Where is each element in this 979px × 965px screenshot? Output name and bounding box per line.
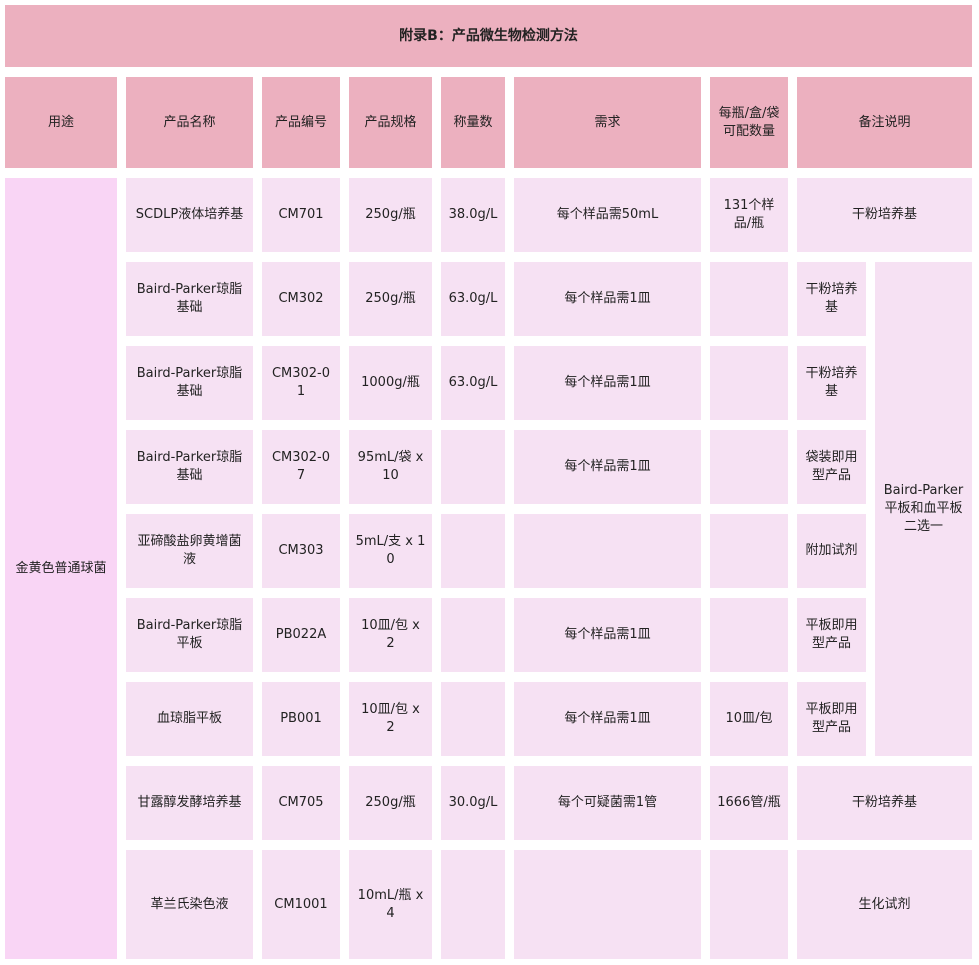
remark-cell: 生化试剂 <box>797 850 972 959</box>
product-name-cell: 亚碲酸盐卵黄增菌液 <box>126 514 253 588</box>
quantity-cell <box>710 850 788 959</box>
product-name-cell: Baird-Parker琼脂基础 <box>126 430 253 504</box>
quantity-cell: 10皿/包 <box>710 682 788 756</box>
quantity-cell <box>710 430 788 504</box>
remark-cell: 干粉培养基 <box>797 766 972 840</box>
quantity-cell <box>710 598 788 672</box>
product-code-cell: CM705 <box>262 766 340 840</box>
spec-cell: 10皿/包 x 2 <box>349 598 432 672</box>
product-name-cell: Baird-Parker琼脂平板 <box>126 598 253 672</box>
header-remark: 备注说明 <box>797 77 972 168</box>
spec-cell: 250g/瓶 <box>349 766 432 840</box>
header-product-code: 产品编号 <box>262 77 340 168</box>
weight-cell <box>441 598 505 672</box>
product-code-cell: CM303 <box>262 514 340 588</box>
demand-cell: 每个可疑菌需1管 <box>514 766 701 840</box>
use-cell: 金黄色普通球菌 <box>5 178 117 959</box>
quantity-cell <box>710 262 788 336</box>
weight-cell <box>441 850 505 959</box>
product-code-cell: CM302-01 <box>262 346 340 420</box>
sub-remark-cell: 附加试剂 <box>797 514 866 588</box>
sub-remark-cell: 干粉培养基 <box>797 262 866 336</box>
product-name-cell: SCDLP液体培养基 <box>126 178 253 252</box>
sub-remark-cell: 平板即用型产品 <box>797 682 866 756</box>
product-code-cell: PB022A <box>262 598 340 672</box>
product-code-cell: PB001 <box>262 682 340 756</box>
demand-cell: 每个样品需1皿 <box>514 682 701 756</box>
product-name-cell: 甘露醇发酵培养基 <box>126 766 253 840</box>
quantity-cell <box>710 514 788 588</box>
weight-cell: 63.0g/L <box>441 262 505 336</box>
demand-cell <box>514 850 701 959</box>
product-code-cell: CM302 <box>262 262 340 336</box>
demand-cell <box>514 514 701 588</box>
sub-remark-cell: 干粉培养基 <box>797 346 866 420</box>
spec-cell: 5mL/支 x 10 <box>349 514 432 588</box>
product-table: 附录B：产品微生物检测方法 用途 产品名称 产品编号 产品规格 称量数 需求 每瓶/盒/袋可… <box>5 5 972 959</box>
demand-cell: 每个样品需1皿 <box>514 430 701 504</box>
weight-cell <box>441 682 505 756</box>
sub-remark-cell: 平板即用型产品 <box>797 598 866 672</box>
product-code-cell: CM1001 <box>262 850 340 959</box>
spec-cell: 1000g/瓶 <box>349 346 432 420</box>
header-quantity: 每瓶/盒/袋可配数量 <box>710 77 788 168</box>
remark-cell: 干粉培养基 <box>797 178 972 252</box>
header-weight: 称量数 <box>441 77 505 168</box>
header-spec: 产品规格 <box>349 77 432 168</box>
table-title: 附录B：产品微生物检测方法 <box>5 5 972 67</box>
weight-cell: 38.0g/L <box>441 178 505 252</box>
spec-cell: 10皿/包 x 2 <box>349 682 432 756</box>
quantity-cell: 131个样品/瓶 <box>710 178 788 252</box>
weight-cell: 30.0g/L <box>441 766 505 840</box>
product-name-cell: 革兰氏染色液 <box>126 850 253 959</box>
spec-cell: 250g/瓶 <box>349 178 432 252</box>
product-code-cell: CM302-07 <box>262 430 340 504</box>
demand-cell: 每个样品需1皿 <box>514 598 701 672</box>
header-product-name: 产品名称 <box>126 77 253 168</box>
demand-cell: 每个样品需1皿 <box>514 346 701 420</box>
spec-cell: 10mL/瓶 x 4 <box>349 850 432 959</box>
weight-cell <box>441 430 505 504</box>
quantity-cell <box>710 346 788 420</box>
product-code-cell: CM701 <box>262 178 340 252</box>
spec-cell: 250g/瓶 <box>349 262 432 336</box>
shared-remark-cell: Baird-Parker平板和血平板二选一 <box>875 262 972 756</box>
product-name-cell: Baird-Parker琼脂基础 <box>126 346 253 420</box>
product-name-cell: Baird-Parker琼脂基础 <box>126 262 253 336</box>
product-name-cell: 血琼脂平板 <box>126 682 253 756</box>
demand-cell: 每个样品需1皿 <box>514 262 701 336</box>
weight-cell: 63.0g/L <box>441 346 505 420</box>
sub-remark-cell: 袋装即用型产品 <box>797 430 866 504</box>
header-use: 用途 <box>5 77 117 168</box>
demand-cell: 每个样品需50mL <box>514 178 701 252</box>
quantity-cell: 1666管/瓶 <box>710 766 788 840</box>
header-demand: 需求 <box>514 77 701 168</box>
weight-cell <box>441 514 505 588</box>
spec-cell: 95mL/袋 x 10 <box>349 430 432 504</box>
